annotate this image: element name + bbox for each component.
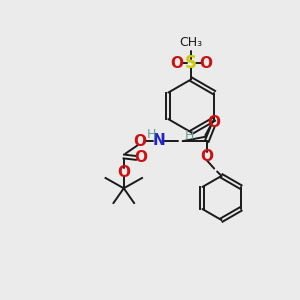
Text: O: O <box>207 116 220 130</box>
Text: O: O <box>117 165 130 180</box>
Text: H: H <box>147 128 156 141</box>
Text: O: O <box>134 134 146 149</box>
Text: O: O <box>199 56 212 70</box>
Text: O: O <box>200 149 213 164</box>
Text: O: O <box>171 56 184 70</box>
Text: S: S <box>185 54 197 72</box>
Text: CH₃: CH₃ <box>180 36 203 49</box>
Text: O: O <box>134 150 147 165</box>
Text: H: H <box>185 129 194 142</box>
Text: N: N <box>153 133 166 148</box>
